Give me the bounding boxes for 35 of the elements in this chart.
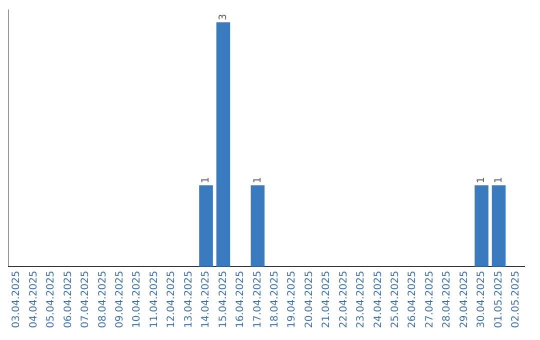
x-tick-label: 06.04.2025: [62, 270, 74, 328]
x-tick-label: 13.04.2025: [183, 270, 194, 328]
data-label: 1: [200, 176, 212, 184]
x-tick-label: 12.04.2025: [166, 270, 178, 328]
x-tick-label: 29.04.2025: [458, 270, 470, 328]
data-label: 1: [476, 176, 488, 184]
x-tick-label: 02.05.2025: [510, 270, 522, 328]
x-tick-label: 01.05.2025: [493, 270, 504, 328]
x-tick-label: 16.04.2025: [235, 270, 246, 328]
x-tick-label: 08.04.2025: [97, 270, 108, 328]
x-tick-label: 10.04.2025: [132, 270, 143, 328]
x-tick-label: 21.04.2025: [321, 270, 332, 328]
x-tick-label: 23.04.2025: [356, 270, 367, 328]
x-tick-label: 04.04.2025: [28, 270, 40, 328]
x-tick-label: 17.04.2025: [252, 270, 264, 328]
x-tick-label: 18.04.2025: [269, 270, 280, 328]
data-label: 1: [493, 176, 504, 184]
x-tick-label: 28.04.2025: [442, 270, 453, 328]
x-tick-label: 09.04.2025: [114, 270, 126, 328]
x-tick-label: 19.04.2025: [286, 270, 298, 328]
data-label: 1: [252, 176, 264, 184]
x-tick-label: 30.04.2025: [476, 270, 488, 328]
x-tick-label: 11.04.2025: [148, 270, 160, 328]
x-tick-label: 27.04.2025: [424, 270, 436, 328]
x-tick-label: 07.04.2025: [80, 270, 92, 328]
x-tick-label: 03.04.2025: [11, 270, 22, 328]
x-tick-label: 24.04.2025: [372, 270, 384, 328]
x-tick-label: 14.04.2025: [200, 270, 212, 328]
x-tick-label: 25.04.2025: [390, 270, 402, 328]
x-tick-label: 20.04.2025: [304, 270, 315, 328]
x-tick-label: 26.04.2025: [407, 270, 418, 328]
x-tick-label: 15.04.2025: [218, 270, 229, 328]
x-tick-label: 22.04.2025: [338, 270, 350, 328]
data-label: 3: [218, 14, 229, 20]
x-tick-label: 05.04.2025: [46, 270, 57, 328]
